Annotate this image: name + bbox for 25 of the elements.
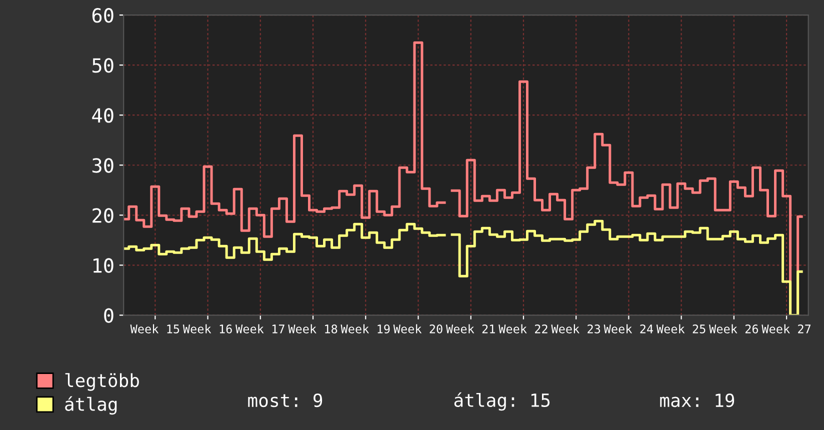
text: átlag: 15 (454, 392, 550, 411)
text: most: 9 (248, 393, 322, 408)
x-tick-label: Week 19 (340, 324, 390, 334)
x-tick-label: Week 21 (446, 324, 495, 334)
y-tick-label: 10 (93, 258, 114, 273)
x-tick-label: Week 25 (656, 324, 706, 334)
x-tick-label: Week 24 (604, 324, 654, 334)
y-tick-label: 0 (104, 308, 114, 323)
x-tick-label: Week 27 (762, 324, 811, 334)
y-tick-label: 60 (92, 8, 114, 23)
x-tick-label: Week 16 (182, 324, 232, 334)
x-tick-label: Week 26 (709, 324, 758, 334)
y-tick-label: 40 (92, 108, 114, 123)
y-tick-label: 30 (92, 158, 114, 173)
x-tick-label: Week 18 (288, 324, 338, 334)
y-tick-label: 50 (92, 58, 114, 73)
x-tick-label: Week 23 (551, 324, 600, 334)
legend-label: legtöbb (65, 373, 139, 391)
legend-label: átlag (65, 396, 117, 415)
x-tick-label: Week 22 (498, 324, 548, 334)
x-tick-label: Week 20 (393, 324, 442, 334)
x-tick-label: Week 17 (236, 324, 284, 334)
y-tick-label: 20 (92, 208, 114, 223)
x-tick-label: Week 15 (130, 324, 180, 334)
text: max: 19 (660, 393, 734, 408)
